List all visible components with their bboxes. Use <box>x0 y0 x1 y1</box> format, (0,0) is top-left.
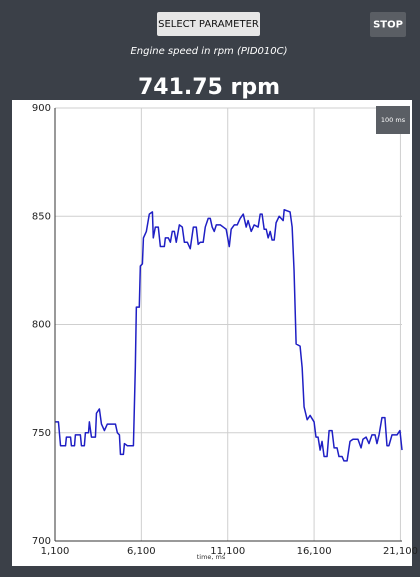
y-tick-label: 700 <box>32 536 51 547</box>
y-tick-label: 800 <box>32 320 51 331</box>
y-tick-label: 850 <box>32 211 51 222</box>
x-tick-label: 11,100 <box>210 546 245 557</box>
x-tick-label: 6,100 <box>127 546 156 557</box>
stop-button[interactable] <box>370 12 406 37</box>
y-tick-label: 750 <box>32 428 51 439</box>
y-tick-label: 900 <box>32 103 51 114</box>
chart-panel <box>12 100 412 566</box>
stop-button-label[interactable]: STOP <box>373 20 403 31</box>
interval-button-label[interactable]: 100 ms <box>381 116 406 124</box>
select-button-label[interactable]: SELECT PARAMETER <box>158 19 259 30</box>
interval-button[interactable] <box>376 106 410 134</box>
subtitle: Engine speed in rpm (PID010C) <box>130 46 287 57</box>
x-axis-label: time, ms <box>197 553 226 561</box>
x-tick-label: 21,100 <box>383 546 418 557</box>
x-tick-label: 16,100 <box>297 546 332 557</box>
x-tick-label: 1,100 <box>41 546 70 557</box>
data-line <box>55 209 403 462</box>
select-button[interactable] <box>157 12 260 36</box>
reading: 741.75 rpm <box>138 75 280 100</box>
